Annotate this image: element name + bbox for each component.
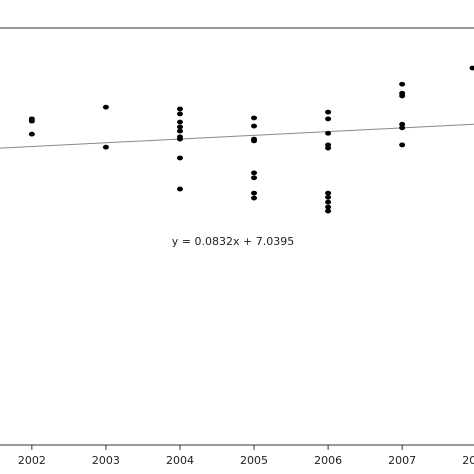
scatter-point — [176, 128, 183, 134]
scatter-point — [102, 104, 109, 110]
trend-equation: y = 0.0832x + 7.0395 — [172, 235, 294, 248]
scatter-point — [176, 136, 183, 142]
scatter-point — [251, 115, 258, 121]
x-tick-label: 2004 — [166, 454, 194, 467]
scatter-point — [176, 111, 183, 117]
scatter-point — [399, 121, 406, 127]
scatter-point — [325, 109, 332, 115]
scatter-point — [325, 130, 332, 136]
scatter-point — [176, 124, 183, 130]
scatter-point — [251, 190, 258, 196]
scatter-point — [102, 144, 109, 150]
scatter-point — [176, 155, 183, 161]
scatter-point — [28, 131, 35, 137]
scatter-point — [399, 125, 406, 131]
x-tick-label: 2008 — [462, 454, 474, 467]
scatter-point — [325, 190, 332, 196]
scatter-point — [176, 186, 183, 192]
x-tick-label: 2005 — [240, 454, 268, 467]
scatter-point — [325, 194, 332, 200]
scatter-point — [325, 204, 332, 210]
scatter-point — [399, 81, 406, 87]
scatter-point — [325, 199, 332, 205]
scatter-point — [251, 175, 258, 181]
scatter-point — [325, 208, 332, 214]
x-tick-label: 2003 — [92, 454, 120, 467]
scatter-point — [325, 145, 332, 151]
scatter-point — [469, 65, 474, 71]
x-tick-label: 2002 — [18, 454, 46, 467]
scatter-point — [176, 119, 183, 125]
scatter-point — [251, 195, 258, 201]
scatter-point — [176, 106, 183, 112]
scatter-point — [325, 116, 332, 122]
x-tick-label: 2006 — [314, 454, 342, 467]
scatter-point — [251, 123, 258, 129]
scatter-point — [28, 118, 35, 124]
scatter-point — [399, 93, 406, 99]
scatter-point — [251, 138, 258, 144]
scatter-point — [251, 170, 258, 176]
x-tick-label: 2007 — [388, 454, 416, 467]
scatter-point — [399, 142, 406, 148]
trend-line — [0, 123, 474, 149]
